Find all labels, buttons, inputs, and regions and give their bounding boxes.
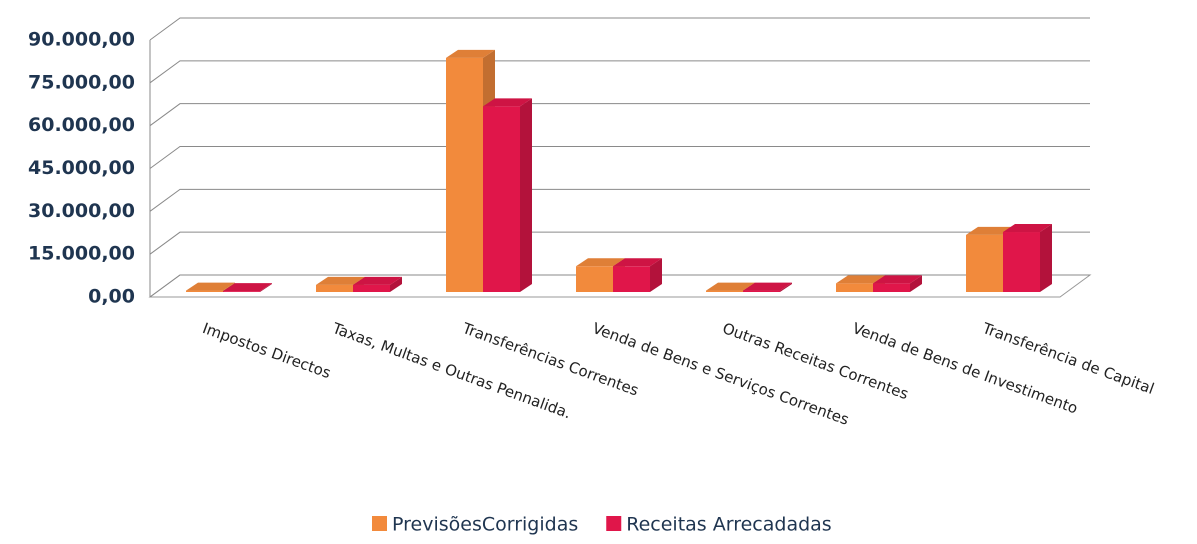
- legend-label: PrevisõesCorrigidas: [392, 514, 578, 536]
- bar: [873, 283, 910, 292]
- y-tick-label: 75.000,00: [28, 71, 135, 93]
- x-tick-label: Venda de Bens de Investimento: [850, 319, 1080, 417]
- bar: [223, 291, 260, 292]
- bar: [1003, 232, 1040, 292]
- y-tick-label: 45.000,00: [28, 157, 135, 179]
- bar-group: [743, 282, 792, 292]
- bar: [576, 266, 613, 292]
- y-tick-label: 30.000,00: [28, 200, 135, 222]
- bar-group: [223, 283, 272, 292]
- bar-side: [1040, 224, 1052, 292]
- bar: [966, 234, 1003, 292]
- bar-top: [316, 276, 365, 285]
- bar-group: [613, 258, 662, 292]
- bar: [836, 283, 873, 292]
- bar-top: [706, 282, 755, 291]
- legend-swatch: [372, 516, 387, 531]
- bar-top: [576, 258, 625, 267]
- bar: [743, 290, 780, 292]
- bar-top: [1003, 224, 1052, 233]
- grid-line: [149, 146, 1090, 169]
- bar-side: [910, 275, 922, 292]
- bar-top: [353, 276, 402, 285]
- bar-top: [446, 49, 495, 58]
- grid-line: [149, 17, 1090, 41]
- bar: [483, 106, 520, 292]
- bar-side: [260, 283, 272, 292]
- bar-group: [1003, 224, 1052, 292]
- bar-side: [650, 258, 662, 292]
- bar: [353, 284, 390, 292]
- bar-top: [836, 275, 885, 284]
- y-tick-label: 90.000,00: [28, 29, 135, 51]
- bar-top: [743, 282, 792, 291]
- bar-top: [223, 283, 272, 292]
- x-tick-label: Taxas, Multas e Outras Pennalida.: [329, 319, 573, 423]
- y-tick-label: 0,00: [88, 286, 135, 308]
- bar-group: [873, 275, 922, 292]
- bar-top: [483, 98, 532, 107]
- grid-line: [149, 103, 1090, 127]
- y-tick-label: 15.000,00: [28, 243, 135, 265]
- bar: [186, 290, 223, 292]
- bar: [706, 290, 743, 292]
- bar-top: [966, 226, 1015, 235]
- y-tick-label: 60.000,00: [28, 114, 135, 136]
- grid-line: [149, 231, 1090, 255]
- bar-group: [353, 276, 402, 292]
- bar-top: [873, 275, 922, 284]
- x-tick-label: Impostos Directos: [200, 319, 333, 382]
- bar-side: [390, 276, 402, 292]
- legend-swatch: [606, 516, 622, 531]
- legend-label: Receitas Arrecadadas: [626, 514, 831, 536]
- bar-side: [520, 98, 532, 292]
- bar-top: [186, 282, 235, 291]
- grid-line: [149, 274, 1090, 298]
- bar-top: [613, 258, 662, 267]
- grid-line: [149, 60, 1090, 84]
- bar: [613, 266, 650, 292]
- grid-line: [149, 188, 1090, 212]
- bar-group: [483, 98, 532, 292]
- bar-side: [780, 282, 792, 292]
- bar: [316, 284, 353, 292]
- bar: [446, 57, 483, 292]
